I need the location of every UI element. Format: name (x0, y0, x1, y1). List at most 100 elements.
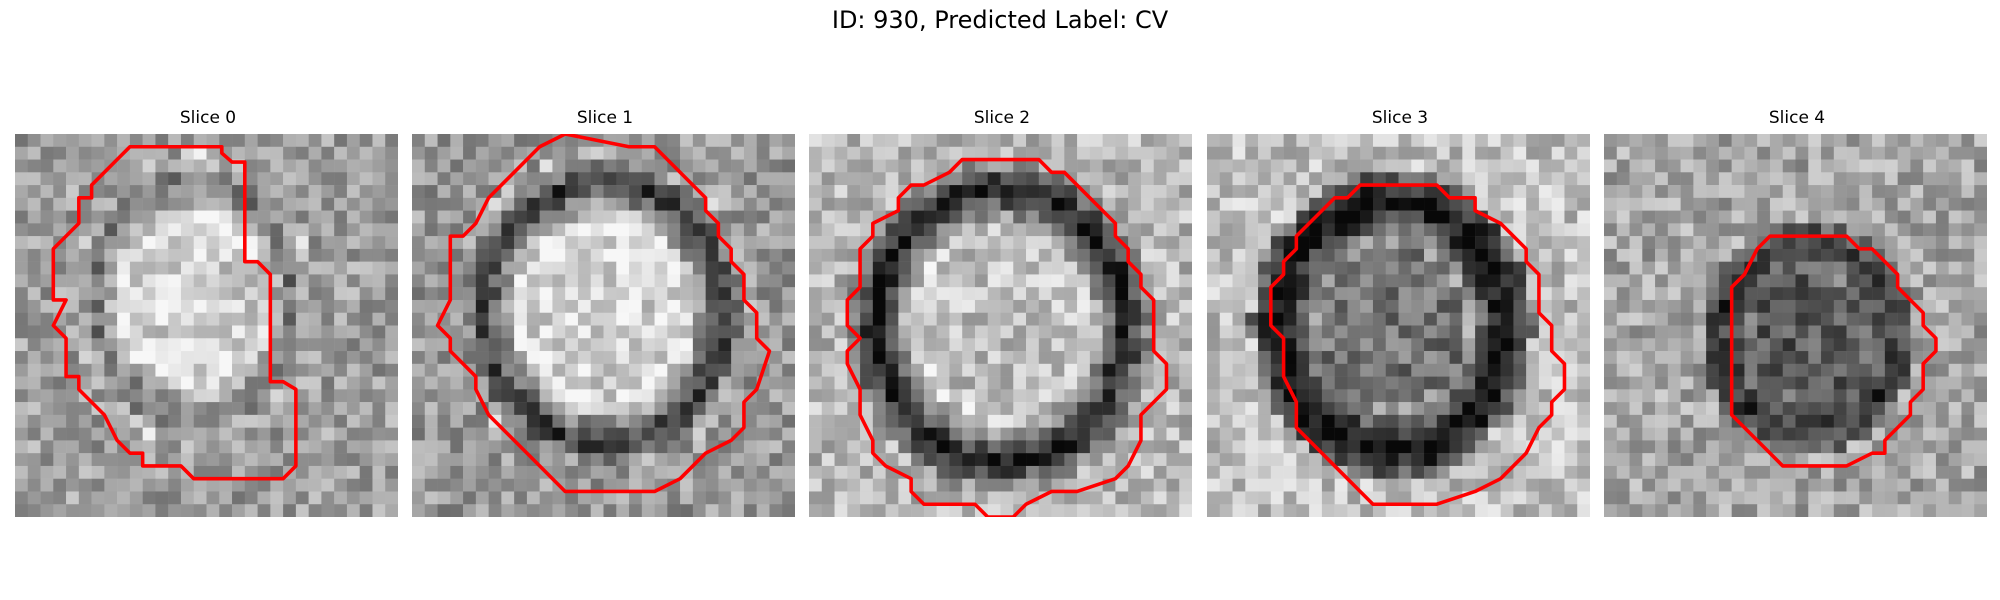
pixel (731, 504, 745, 517)
pixel (1948, 465, 1962, 479)
pixel (40, 299, 54, 313)
pixel (1013, 338, 1027, 352)
pixel (1051, 185, 1065, 199)
pixel (911, 465, 925, 479)
pixel (1283, 146, 1297, 160)
pixel (1872, 274, 1886, 288)
pixel (641, 134, 655, 148)
pixel (463, 274, 477, 288)
pixel (654, 453, 668, 467)
pixel (206, 376, 220, 390)
pixel (1910, 402, 1924, 416)
pixel (539, 210, 553, 224)
pixel (219, 402, 233, 416)
pixel (692, 172, 706, 186)
pixel (603, 351, 617, 365)
pixel (412, 312, 426, 326)
pixel (1296, 236, 1310, 250)
pixel (731, 440, 745, 454)
pixel (987, 159, 1001, 173)
pixel (91, 351, 105, 365)
pixel (654, 351, 668, 365)
pixel (1436, 299, 1450, 313)
pixel (270, 197, 284, 211)
pixel (1616, 146, 1630, 160)
pixel (898, 478, 912, 492)
pixel (450, 440, 464, 454)
pixel (193, 351, 207, 365)
pixel (974, 312, 988, 326)
pixel (667, 236, 681, 250)
pixel (782, 414, 795, 428)
pixel (1487, 299, 1501, 313)
pixel (565, 402, 579, 416)
pixel (1846, 351, 1860, 365)
pixel (743, 363, 757, 377)
pixel (1436, 351, 1450, 365)
pixel (1961, 402, 1975, 416)
pixel (117, 287, 131, 301)
pixel (1884, 134, 1898, 148)
pixel (514, 478, 528, 492)
pixel (412, 210, 426, 224)
pixel (705, 376, 719, 390)
pixel (1372, 134, 1386, 148)
pixel (1385, 197, 1399, 211)
pixel (1424, 134, 1438, 148)
pixel (308, 197, 322, 211)
pixel (295, 338, 309, 352)
pixel (53, 414, 67, 428)
pixel (168, 159, 182, 173)
pixel (1321, 325, 1335, 339)
pixel (129, 440, 143, 454)
pixel (885, 376, 899, 390)
pixel (193, 402, 207, 416)
pixel (743, 172, 757, 186)
pixel (1051, 312, 1065, 326)
pixel (206, 453, 220, 467)
pixel (1935, 287, 1949, 301)
pixel (219, 465, 233, 479)
pixel (1258, 363, 1272, 377)
pixel (809, 223, 823, 237)
pixel (321, 299, 335, 313)
pixel (1604, 287, 1618, 301)
pixel (565, 325, 579, 339)
pixel (1564, 223, 1578, 237)
pixel (1166, 197, 1180, 211)
pixel (1385, 338, 1399, 352)
pixel (514, 453, 528, 467)
pixel (667, 185, 681, 199)
pixel (821, 491, 835, 505)
pixel (283, 440, 297, 454)
pixel (1064, 223, 1078, 237)
pixel (1398, 312, 1412, 326)
pixel (936, 363, 950, 377)
pixel (974, 299, 988, 313)
pixel (295, 351, 309, 365)
pixel (1179, 185, 1192, 199)
pixel (731, 248, 745, 262)
pixel (1207, 146, 1221, 160)
pixel (1872, 299, 1886, 313)
pixel (463, 491, 477, 505)
pixel (155, 351, 169, 365)
pixel (552, 210, 566, 224)
pixel (424, 248, 438, 262)
pixel (616, 223, 630, 237)
pixel (1207, 376, 1221, 390)
pixel (1102, 248, 1116, 262)
pixel (1089, 338, 1103, 352)
pixel (53, 504, 67, 517)
pixel (1872, 210, 1886, 224)
pixel (731, 363, 745, 377)
pixel (743, 236, 757, 250)
pixel (731, 185, 745, 199)
pixel (412, 453, 426, 467)
pixel (193, 414, 207, 428)
pixel (743, 185, 757, 199)
pixel (1128, 427, 1142, 441)
pixel (1872, 197, 1886, 211)
pixel (923, 338, 937, 352)
pixel (1513, 172, 1527, 186)
